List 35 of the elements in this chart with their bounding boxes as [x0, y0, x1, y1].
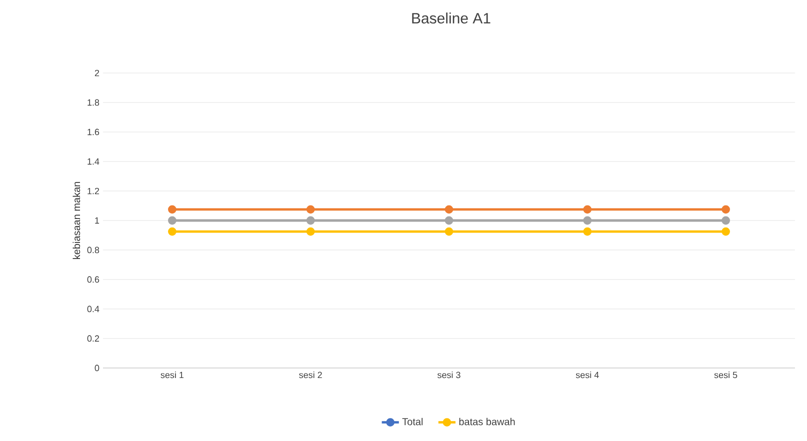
point — [168, 216, 176, 225]
point — [168, 227, 176, 236]
y-tick-label: 2 — [94, 70, 100, 76]
point — [444, 227, 454, 236]
point — [306, 205, 315, 214]
y-tick-label: 0.8 — [87, 246, 100, 254]
y-tick-label: 1.4 — [88, 158, 100, 165]
legend-label: Total — [402, 418, 423, 426]
y-axis-title: kebiasaan makan — [72, 182, 80, 260]
y-tick-label: 1.8 — [88, 99, 100, 106]
point — [444, 205, 454, 214]
y-tick-label: 0.2 — [87, 335, 100, 342]
y-tick-label: 1 — [95, 217, 100, 224]
point — [306, 216, 315, 225]
point — [583, 216, 592, 225]
point — [168, 205, 176, 214]
legend-label: batas bawah — [459, 418, 515, 426]
x-tick-label: sesi 2 — [299, 372, 322, 378]
y-tick-label: 1.6 — [88, 128, 100, 136]
point — [583, 205, 592, 214]
x-tick-label: sesi 5 — [714, 372, 738, 378]
point — [722, 227, 730, 236]
point — [722, 216, 730, 225]
point — [722, 205, 730, 214]
point — [444, 216, 454, 225]
chart-title: Baseline A1 — [412, 12, 490, 24]
y-tick-label: 0 — [94, 364, 100, 372]
point — [306, 227, 315, 236]
x-tick-label: sesi 3 — [437, 372, 460, 378]
point — [583, 227, 592, 236]
y-tick-label: 1.2 — [88, 188, 100, 194]
x-tick-label: sesi 4 — [576, 372, 599, 378]
y-tick-label: 0.4 — [87, 306, 100, 312]
y-tick-label: 0.6 — [87, 276, 100, 283]
x-tick-label: sesi 1 — [160, 372, 184, 378]
